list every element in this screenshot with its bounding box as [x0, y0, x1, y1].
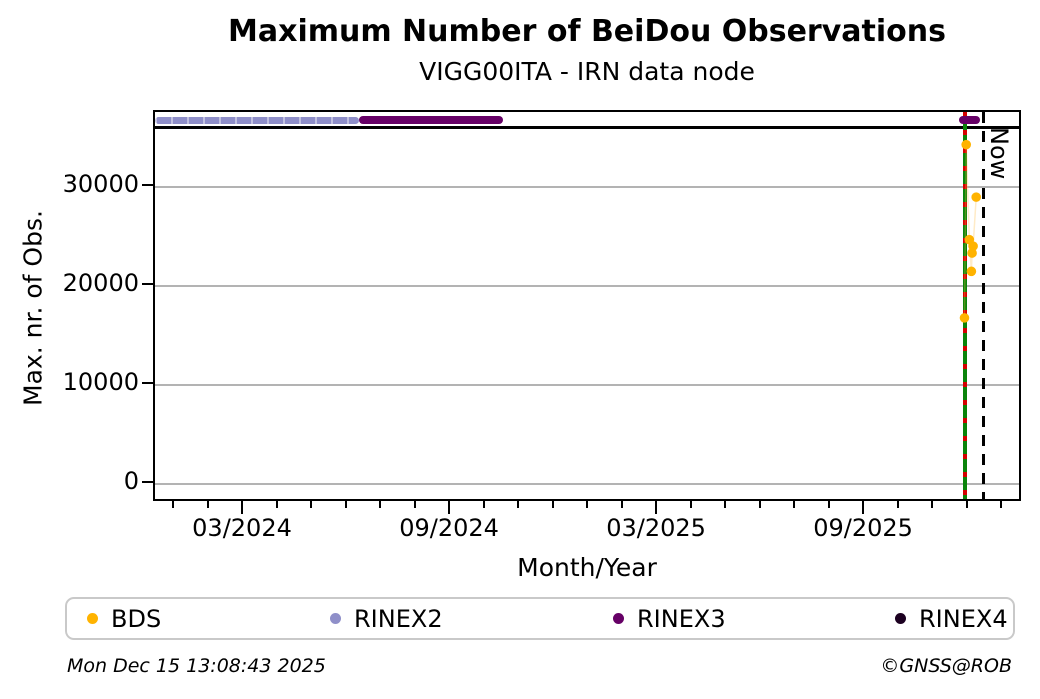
bds-points-layer — [959, 139, 982, 323]
legend-marker-rinex3-icon — [613, 613, 624, 624]
y-tick-20000 — [142, 282, 153, 285]
x-major-tick-03-2024 — [241, 501, 244, 514]
legend-item-rinex2: RINEX2 — [330, 599, 443, 638]
bds-data-point — [971, 192, 982, 202]
x-tick-label-03-2024: 03/2024 — [192, 514, 292, 542]
legend-marker-rinex2-icon — [330, 613, 341, 624]
x-minor-tick — [172, 501, 174, 508]
bds-data-point — [966, 266, 977, 277]
legend-item-bds: BDS — [87, 599, 161, 638]
render-timestamp: Mon Dec 15 13:08:43 2025 — [67, 655, 326, 677]
plot-inner — [155, 112, 1019, 499]
y-tick-0 — [142, 480, 153, 483]
x-minor-tick — [724, 501, 727, 508]
latest-data-line — [962, 112, 967, 499]
x-minor-tick — [379, 501, 382, 508]
plot-area — [153, 110, 1021, 501]
y-tick-label-20000: 20000 — [62, 268, 139, 297]
x-axis-label: Month/Year — [517, 553, 657, 582]
x-minor-tick — [344, 501, 347, 508]
legend-item-rinex4: RINEX4 — [895, 599, 1008, 638]
max-observations-line — [155, 125, 1019, 129]
x-minor-tick — [310, 501, 313, 508]
series-rinex2-segment — [155, 116, 359, 124]
x-major-tick-03-2025 — [655, 501, 658, 514]
x-minor-tick — [482, 501, 485, 508]
x-minor-tick — [551, 501, 554, 508]
now-annotation-label: Now — [984, 127, 1013, 180]
x-minor-tick — [896, 501, 899, 508]
bds-data-point — [959, 313, 970, 323]
x-minor-tick — [1000, 501, 1003, 508]
x-minor-tick — [793, 501, 796, 508]
x-minor-tick — [586, 501, 589, 508]
x-tick-label-09-2025: 09/2025 — [813, 514, 913, 542]
x-minor-tick — [517, 501, 520, 508]
legend-marker-bds-icon — [87, 613, 98, 624]
x-minor-tick — [206, 501, 209, 508]
legend-label: RINEX4 — [919, 604, 1008, 633]
x-minor-tick — [931, 501, 934, 508]
x-minor-tick — [965, 501, 968, 508]
gridline-10000 — [155, 383, 1019, 386]
x-minor-tick — [758, 501, 761, 508]
legend-label: BDS — [111, 604, 162, 633]
bds-data-point — [961, 139, 972, 150]
gridline-20000 — [155, 284, 1019, 287]
legend-marker-rinex4-icon — [895, 613, 906, 624]
copyright-text: ©GNSS@ROB — [880, 655, 1012, 677]
y-tick-label-10000: 10000 — [62, 367, 139, 396]
x-major-tick-09-2025 — [862, 501, 865, 514]
y-tick-10000 — [142, 381, 153, 384]
bds-connector-line — [963, 144, 977, 318]
y-tick-30000 — [142, 183, 153, 186]
now-line — [982, 112, 986, 499]
y-tick-label-30000: 30000 — [62, 169, 139, 198]
legend-label: RINEX2 — [354, 604, 443, 633]
chart-title: Maximum Number of BeiDou Observations — [228, 14, 946, 49]
gridline-0 — [155, 482, 1019, 485]
legend: BDS RINEX2 RINEX3 RINEX4 — [65, 597, 1015, 640]
x-minor-tick — [413, 501, 416, 508]
x-tick-label-09-2024: 09/2024 — [399, 514, 499, 542]
gridline-30000 — [155, 185, 1019, 188]
bds-data-point — [968, 241, 978, 251]
x-minor-tick — [620, 501, 623, 508]
x-minor-tick — [827, 501, 830, 508]
legend-label: RINEX3 — [637, 604, 726, 633]
x-tick-label-03-2025: 03/2025 — [606, 514, 706, 542]
y-tick-label-0: 0 — [123, 466, 139, 495]
legend-item-rinex3: RINEX3 — [613, 599, 726, 638]
x-major-tick-09-2024 — [448, 501, 451, 514]
chart-subtitle: VIGG00ITA - IRN data node — [419, 57, 755, 86]
series-rinex3-segment — [358, 115, 504, 124]
series-rinex3-segment — [958, 115, 981, 124]
x-minor-tick — [275, 501, 278, 508]
x-minor-tick — [689, 501, 692, 508]
